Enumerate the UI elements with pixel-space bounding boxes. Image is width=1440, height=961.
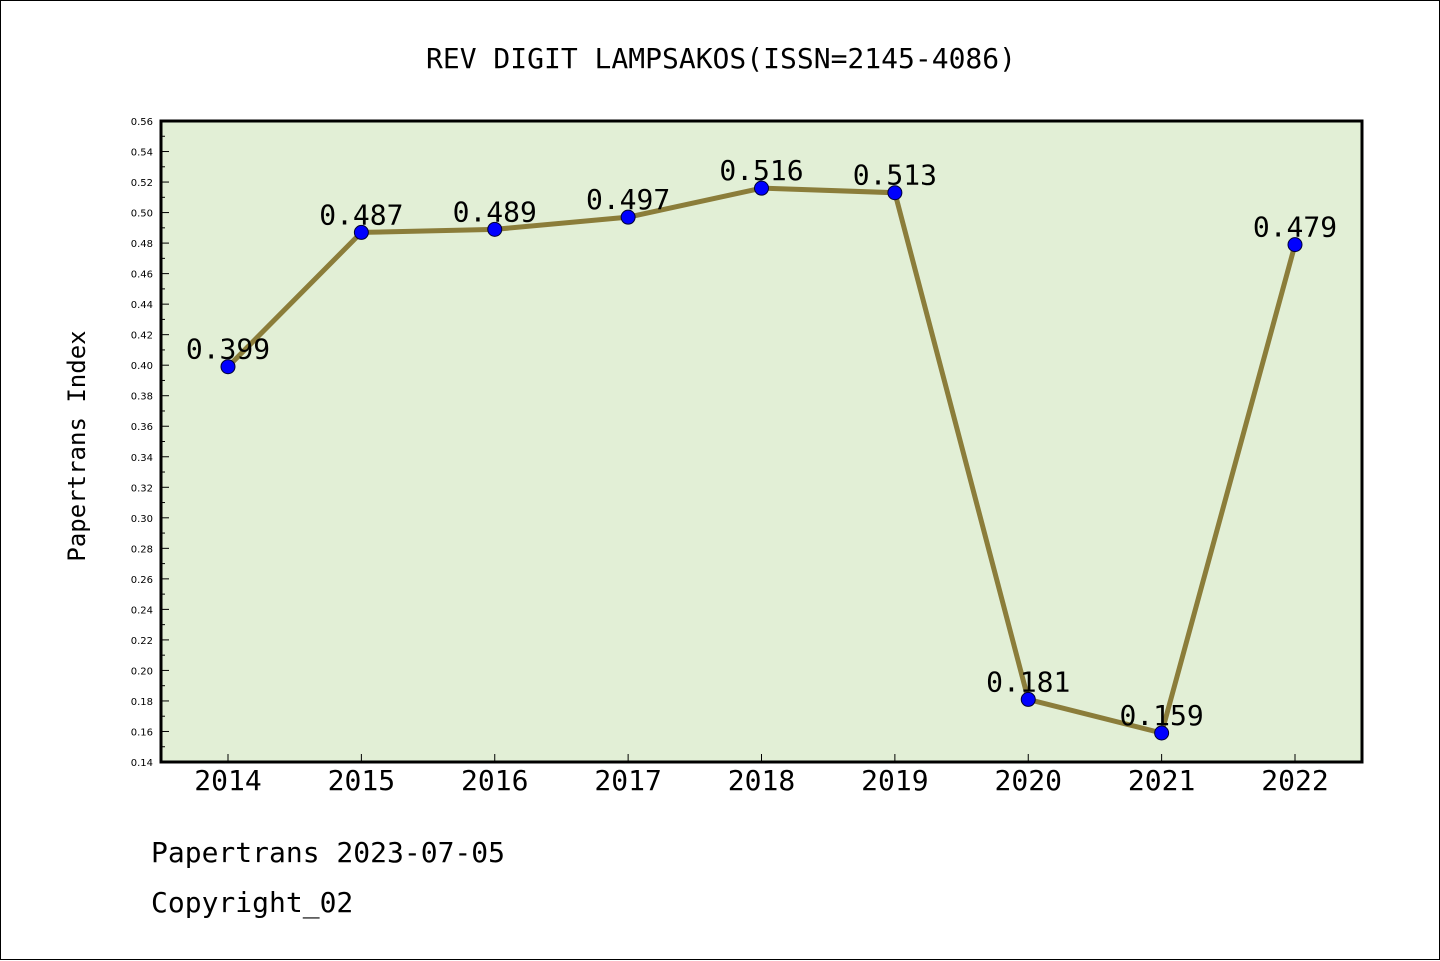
- y-tick-label: 0.54: [131, 148, 153, 159]
- data-point: [1287, 237, 1303, 253]
- y-tick-label: 0.32: [131, 483, 153, 494]
- data-labels: 0.399 0.487 0.489 0.497 0.516 0.513 0.181 0.159…: [186, 154, 1337, 732]
- x-tick-label: 2019: [861, 764, 928, 797]
- y-axis-label: Papertrans Index: [63, 330, 91, 561]
- x-tick-label: 2014: [194, 764, 261, 797]
- y-tick-label: 0.40: [131, 361, 153, 372]
- y-tick-label: 0.20: [131, 666, 153, 677]
- y-tick-label: 0.14: [131, 758, 153, 769]
- y-tick-label: 0.24: [131, 605, 153, 616]
- y-tick-label: 0.36: [131, 422, 153, 433]
- x-tick-label: 2022: [1261, 764, 1328, 797]
- y-axis: 0.14 0.16 0.18 0.20 0.22 0.24 0.26 0.28 0.30 0.32…: [131, 117, 169, 769]
- data-label: 0.487: [319, 198, 403, 231]
- y-tick-label: 0.42: [131, 331, 153, 342]
- data-point: [1020, 691, 1036, 707]
- data-point: [487, 221, 503, 237]
- data-markers: [220, 180, 1303, 741]
- data-point: [220, 359, 236, 375]
- data-label: 0.513: [853, 159, 937, 192]
- x-tick-label: 2016: [461, 764, 528, 797]
- y-tick-label: 0.30: [131, 514, 153, 525]
- y-tick-label: 0.48: [131, 239, 153, 250]
- y-tick-label: 0.56: [131, 117, 153, 128]
- y-tick-label: 0.34: [131, 453, 153, 464]
- x-tick-label: 2018: [728, 764, 795, 797]
- x-tick-label: 2021: [1128, 764, 1195, 797]
- data-label: 0.479: [1253, 211, 1337, 244]
- y-tick-label: 0.44: [131, 300, 153, 311]
- y-tick-label: 0.52: [131, 178, 153, 189]
- x-axis: 2014 2015 2016 2017 2018 2019 2020 2021 2022: [194, 754, 1329, 797]
- data-label: 0.159: [1119, 699, 1203, 732]
- x-tick-label: 2015: [328, 764, 395, 797]
- data-label: 0.516: [719, 154, 803, 187]
- y-tick-label: 0.16: [131, 727, 153, 738]
- data-point: [353, 224, 369, 240]
- y-tick-label: 0.18: [131, 697, 153, 708]
- data-label: 0.489: [453, 195, 537, 228]
- footer-copyright: Copyright_02: [151, 886, 354, 919]
- data-label: 0.181: [986, 665, 1070, 698]
- y-tick-label: 0.46: [131, 270, 153, 281]
- data-point: [887, 185, 903, 201]
- data-point: [620, 209, 636, 225]
- y-tick-label: 0.22: [131, 636, 153, 647]
- y-tick-label: 0.38: [131, 392, 153, 403]
- chart-title: REV DIGIT LAMPSAKOS(ISSN=2145-4086): [426, 42, 1016, 75]
- x-tick-label: 2017: [594, 764, 661, 797]
- footer-source: Papertrans 2023-07-05: [151, 836, 506, 869]
- data-label: 0.497: [586, 183, 670, 216]
- data-point: [754, 180, 769, 196]
- x-tick-label: 2020: [995, 764, 1062, 797]
- y-tick-label: 0.26: [131, 575, 153, 586]
- data-point: [1154, 725, 1170, 741]
- y-tick-label: 0.28: [131, 544, 153, 555]
- y-tick-label: 0.50: [131, 209, 153, 220]
- data-label: 0.399: [186, 333, 270, 366]
